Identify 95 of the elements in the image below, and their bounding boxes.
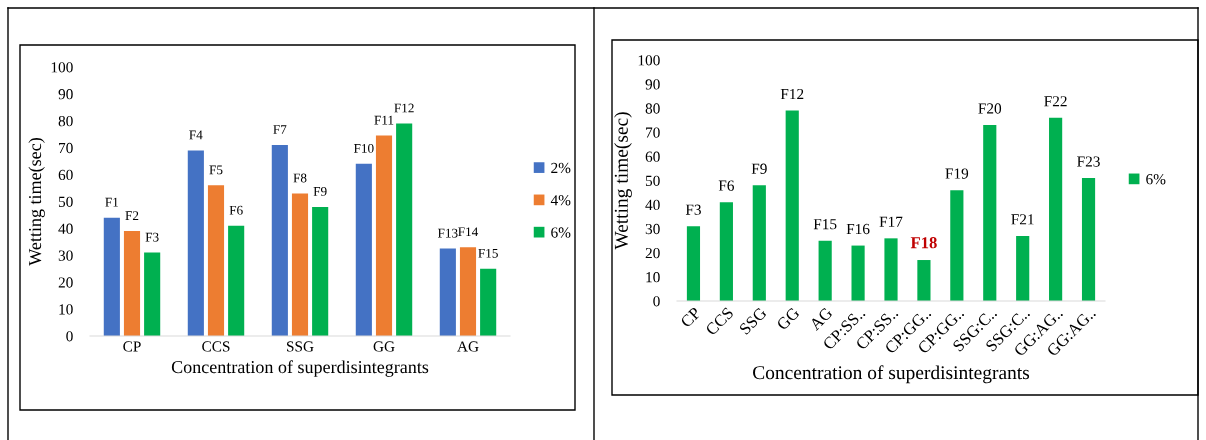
bar bbox=[818, 240, 832, 301]
data-label: F20 bbox=[978, 103, 1002, 114]
data-label: F12 bbox=[394, 103, 414, 113]
y-tick-label: 70 bbox=[646, 127, 660, 138]
bar bbox=[355, 163, 372, 336]
x-tick-label: SSG bbox=[287, 341, 314, 352]
data-label: F15 bbox=[813, 219, 837, 230]
data-label: F13 bbox=[437, 228, 458, 238]
x-tick-label: CP bbox=[679, 306, 702, 329]
legend-label: 6% bbox=[551, 227, 571, 238]
y-tick-label: 80 bbox=[58, 115, 73, 127]
y-axis-title: Wetting time(sec) bbox=[614, 112, 632, 250]
bar bbox=[312, 206, 329, 336]
legend-label: 6% bbox=[1146, 174, 1166, 185]
x-axis-title: Concentration of superdisintegrants bbox=[753, 365, 1030, 384]
data-label: F14 bbox=[458, 227, 479, 237]
y-tick-label: 100 bbox=[638, 55, 660, 66]
x-axis-title: Concentration of superdisintegrants bbox=[171, 360, 429, 377]
x-tick-label: AG bbox=[457, 341, 479, 352]
y-tick-label: 0 bbox=[66, 331, 73, 342]
data-label: F12 bbox=[780, 88, 804, 100]
data-label: F9 bbox=[313, 187, 327, 196]
y-tick-label: 20 bbox=[58, 277, 73, 288]
bar bbox=[459, 247, 477, 336]
data-label: F3 bbox=[145, 232, 159, 242]
data-label: F19 bbox=[945, 168, 969, 179]
bar bbox=[1081, 178, 1096, 301]
y-tick-label: 50 bbox=[645, 175, 660, 186]
bar bbox=[1016, 235, 1030, 301]
data-label: F3 bbox=[685, 204, 701, 215]
y-tick-label: 40 bbox=[645, 199, 660, 211]
y-tick-label: 100 bbox=[51, 62, 73, 73]
y-tick-label: 90 bbox=[58, 89, 73, 100]
bar bbox=[884, 238, 898, 301]
bar bbox=[480, 268, 497, 336]
y-tick-label: 60 bbox=[645, 151, 660, 162]
data-label: F7 bbox=[273, 125, 287, 134]
y-tick-label: 10 bbox=[646, 272, 660, 283]
bar bbox=[375, 135, 393, 336]
data-label: F1 bbox=[105, 197, 119, 207]
bar bbox=[207, 185, 225, 336]
bar bbox=[103, 217, 120, 336]
y-tick-label: 60 bbox=[58, 169, 73, 181]
data-label: F4 bbox=[189, 130, 203, 140]
bar bbox=[686, 226, 701, 301]
y-axis-title: Wetting time(sec) bbox=[28, 138, 45, 266]
y-tick-label: 10 bbox=[59, 304, 73, 315]
bar bbox=[983, 125, 997, 301]
data-label: F2 bbox=[125, 211, 139, 220]
data-label: F6 bbox=[229, 205, 243, 215]
data-label: F22 bbox=[1044, 96, 1067, 107]
bar bbox=[917, 260, 931, 301]
bar bbox=[144, 252, 161, 336]
y-tick-label: 50 bbox=[58, 196, 73, 207]
data-label: F10 bbox=[353, 143, 374, 153]
legend-label: 4% bbox=[550, 195, 571, 206]
y-tick-label: 20 bbox=[645, 247, 660, 259]
data-label: F16 bbox=[846, 223, 870, 235]
x-tick-label: CCS bbox=[202, 341, 230, 352]
y-tick-label: 80 bbox=[645, 103, 660, 114]
y-tick-label: 0 bbox=[653, 296, 660, 307]
y-tick-label: 30 bbox=[645, 223, 660, 235]
x-tick-label: GG bbox=[373, 341, 395, 352]
bar bbox=[228, 225, 245, 336]
annotation: F18 bbox=[910, 237, 937, 249]
data-label: F5 bbox=[209, 165, 223, 175]
x-tick-label: SSG bbox=[738, 306, 768, 335]
bar bbox=[187, 150, 204, 336]
y-tick-label: 70 bbox=[59, 142, 73, 154]
x-tick-label: CP bbox=[123, 341, 141, 352]
y-tick-label: 30 bbox=[58, 250, 73, 261]
bar bbox=[785, 110, 799, 301]
bar bbox=[719, 202, 733, 301]
y-tick-label: 40 bbox=[58, 223, 73, 234]
bar bbox=[950, 190, 964, 301]
bar bbox=[851, 245, 865, 301]
bar bbox=[1049, 117, 1063, 301]
data-label: F6 bbox=[718, 180, 734, 191]
data-label: F23 bbox=[1077, 156, 1100, 167]
x-tick-label: CCS bbox=[704, 306, 734, 336]
x-tick-label: GG bbox=[776, 306, 801, 331]
bar bbox=[271, 145, 288, 336]
bar bbox=[123, 231, 141, 336]
data-label: F21 bbox=[1011, 214, 1034, 225]
data-label: F9 bbox=[751, 163, 767, 174]
y-tick-label: 90 bbox=[645, 79, 660, 90]
bar bbox=[291, 193, 309, 336]
legend-label: 2% bbox=[551, 162, 571, 174]
bar bbox=[752, 185, 766, 301]
data-label: F8 bbox=[293, 173, 307, 183]
data-label: F11 bbox=[374, 115, 394, 125]
data-label: F17 bbox=[879, 216, 903, 227]
data-label: F15 bbox=[478, 248, 498, 258]
bar bbox=[439, 248, 456, 336]
bar bbox=[396, 123, 413, 336]
